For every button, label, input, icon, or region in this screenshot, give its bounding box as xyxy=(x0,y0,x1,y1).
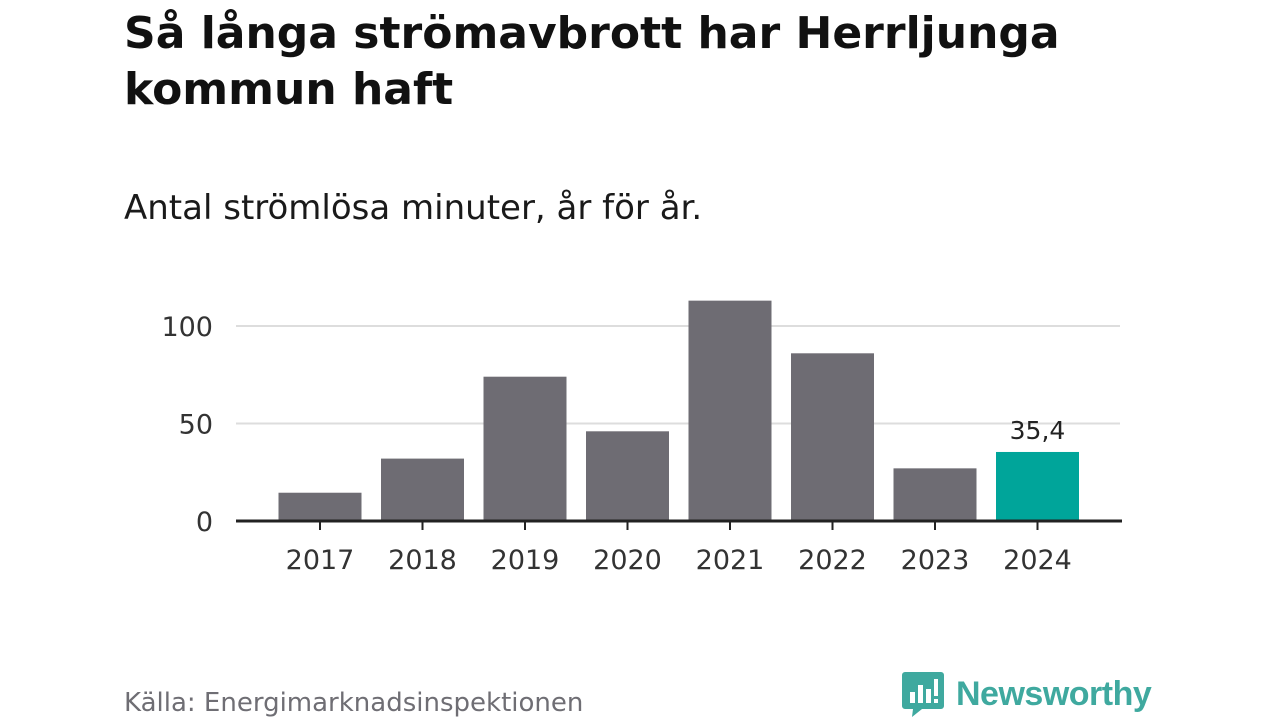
x-tick-label: 2023 xyxy=(901,545,970,576)
bar-2023 xyxy=(893,468,977,521)
x-tick-label: 2017 xyxy=(286,545,355,576)
bar-2019 xyxy=(483,376,567,521)
bar-2024 xyxy=(996,451,1079,521)
brand-logo: Newsworthy xyxy=(902,668,1152,720)
y-tick-label: 50 xyxy=(179,410,213,441)
data-label: 35,4 xyxy=(1010,416,1066,445)
newsworthy-logo-icon xyxy=(902,672,944,717)
chart-subtitle: Antal strömlösa minuter, år för år. xyxy=(124,188,703,228)
source-note: Källa: Energimarknadsinspektionen xyxy=(124,688,584,718)
x-tick-label: 2018 xyxy=(388,545,457,576)
chart-title: Så långa strömavbrott har Herrljunga kom… xyxy=(124,8,1060,115)
brand-name: Newsworthy xyxy=(956,674,1152,713)
y-tick-label: 0 xyxy=(196,507,213,538)
bar-2020 xyxy=(586,431,669,521)
bar-2018 xyxy=(381,458,464,521)
x-tick-label: 2022 xyxy=(798,545,867,576)
bar-2021 xyxy=(688,300,772,521)
bar-2022 xyxy=(791,353,874,521)
x-tick-label: 2024 xyxy=(1003,545,1072,576)
x-tick-label: 2021 xyxy=(696,545,765,576)
y-tick-label: 100 xyxy=(161,312,213,343)
bar-2017 xyxy=(278,492,362,521)
x-tick-label: 2019 xyxy=(491,545,560,576)
x-tick-label: 2020 xyxy=(593,545,662,576)
